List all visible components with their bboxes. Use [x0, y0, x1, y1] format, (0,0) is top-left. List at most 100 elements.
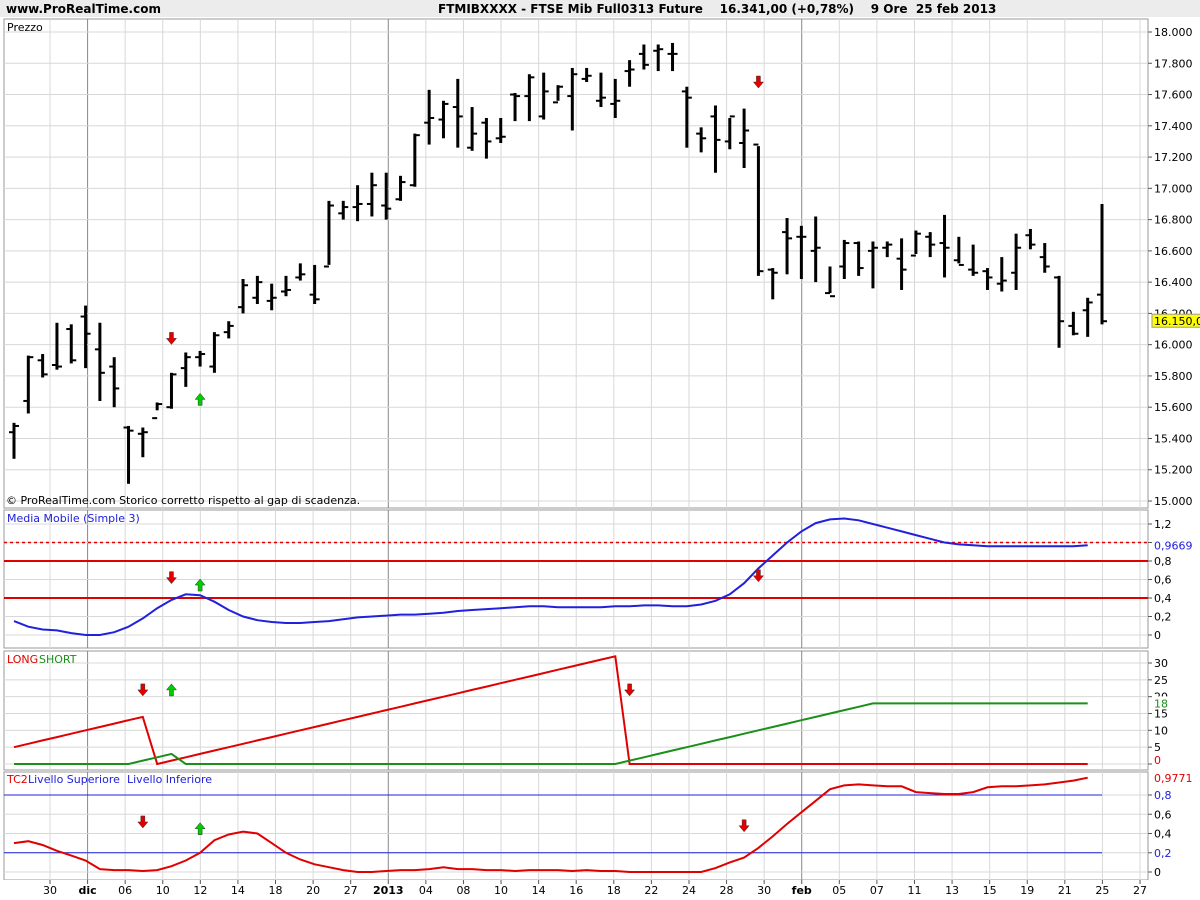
tc2-axis-tick-label: 0,6: [1154, 808, 1172, 821]
x-tick-label: 13: [945, 884, 959, 897]
x-tick-label: 30: [43, 884, 57, 897]
price-axis-tick-label: 16.000: [1154, 339, 1193, 352]
price-bar: [467, 107, 478, 151]
x-tick-label: 18: [607, 884, 621, 897]
site-label[interactable]: www.ProRealTime.com: [6, 2, 161, 16]
price-bar: [266, 283, 277, 311]
price-bar: [1025, 228, 1036, 250]
tc2-axis-tick-label: 0: [1154, 866, 1161, 879]
x-tick-label: 27: [344, 884, 358, 897]
x-tick-label: feb: [792, 884, 812, 897]
long-last-value-box: [1152, 753, 1163, 766]
x-tick-label: 10: [494, 884, 508, 897]
x-tick-label: 08: [456, 884, 470, 897]
sell-arrow-icon: [752, 569, 764, 583]
x-tick-label: dic: [79, 884, 97, 897]
price-bar: [853, 241, 864, 276]
price-bar: [510, 92, 521, 122]
ma-panel-label: Media Mobile (Simple 3): [7, 512, 140, 525]
price-axis-tick-label: 18.000: [1154, 26, 1193, 39]
price-bar: [1082, 297, 1093, 337]
long-last-value: 0: [1154, 754, 1161, 767]
tc2-axis-tick-label: 0,4: [1154, 828, 1172, 841]
lower-level-label: Livello Inferiore: [127, 773, 212, 786]
price-bar: [767, 268, 778, 300]
long-short-axis-tick-label: 15: [1154, 708, 1168, 721]
price-bar: [996, 257, 1007, 292]
price-bar: [66, 324, 77, 364]
price-bar: [982, 268, 993, 290]
ma-axis-tick-label: 0,2: [1154, 611, 1172, 624]
x-tick-label: 14: [532, 884, 546, 897]
buy-arrow-icon: [165, 683, 178, 697]
price-axis-tick-label: 17.400: [1154, 120, 1193, 133]
price-axis-tick-label: 16.600: [1154, 245, 1193, 258]
price-bar: [524, 74, 535, 122]
price-bar: [538, 72, 549, 120]
price-bar: [438, 100, 449, 139]
price-bar: [624, 60, 635, 87]
price-bar: [968, 244, 979, 276]
price-bar: [867, 241, 878, 289]
price-bar: [381, 172, 392, 220]
price-bar: [882, 241, 893, 258]
x-tick-label: 25: [1095, 884, 1109, 897]
x-tick-label: 27: [1133, 884, 1147, 897]
price-bar: [553, 85, 563, 104]
price-bar: [782, 218, 793, 275]
x-tick-label: 15: [983, 884, 997, 897]
short-last-value: 18: [1154, 697, 1168, 710]
price-bar: [595, 72, 606, 108]
price-bar: [1068, 311, 1079, 336]
x-tick-label: 14: [231, 884, 245, 897]
x-tick-label: 12: [193, 884, 207, 897]
price-bar: [495, 117, 506, 143]
price-axis-tick-label: 16.800: [1154, 214, 1193, 227]
short-series-line: [14, 702, 1088, 765]
price-bar: [667, 42, 678, 72]
price-bar: [109, 357, 120, 408]
price-bar: [581, 67, 592, 83]
price-bar: [252, 275, 263, 305]
upper-level-label: Livello Superiore: [28, 773, 120, 786]
x-tick-label: 04: [419, 884, 433, 897]
buy-arrow-icon: [194, 822, 206, 835]
price-axis-tick-label: 15.000: [1154, 495, 1193, 508]
x-tick-label: 28: [720, 884, 734, 897]
sell-arrow-icon: [137, 815, 149, 829]
price-bar: [209, 332, 220, 373]
x-axis: 30 dic 06 10 12 14 18 20 27 2013 04 08 10 14 16 18 22 24 2…: [0, 880, 1200, 900]
price-bar: [638, 44, 649, 70]
price-bar: [23, 355, 34, 414]
price-bar: [567, 67, 578, 131]
sell-arrow-icon: [624, 683, 636, 697]
price-axis-tick-label: 17.000: [1154, 182, 1193, 195]
price-bar: [323, 200, 334, 268]
price-bar: [338, 200, 349, 220]
price-bar: [9, 422, 19, 459]
price-axis-tick-label: 16.400: [1154, 276, 1193, 289]
price-bar: [51, 322, 62, 370]
x-axis-band: [0, 880, 1200, 900]
ma-series-line: [13, 517, 1088, 636]
price-bar: [939, 214, 950, 278]
price-axis-tick-label: 15.400: [1154, 432, 1193, 445]
price-bar: [123, 425, 134, 484]
ma-axis-tick-label: 0,4: [1154, 592, 1172, 605]
price-bar: [653, 44, 664, 72]
price-bar: [739, 108, 750, 169]
tc2-label: TC2: [6, 773, 28, 786]
price-panel: 15.00015.20015.40015.60015.80016.00016.2…: [3, 18, 1200, 509]
price-bar: [825, 266, 835, 298]
x-tick-label: 16: [569, 884, 583, 897]
last-price-label: 16.150,0: [1154, 315, 1200, 328]
price-bar: [953, 236, 964, 266]
buy-arrow-icon: [194, 392, 206, 406]
price-bar: [166, 372, 177, 409]
tc2-last-value-box: [1152, 770, 1196, 784]
price-bar: [94, 322, 105, 401]
tc2-upper-value: 0,8: [1154, 789, 1172, 802]
sell-arrow-icon: [137, 683, 149, 697]
long-short-axis-tick-label: 10: [1154, 724, 1168, 737]
